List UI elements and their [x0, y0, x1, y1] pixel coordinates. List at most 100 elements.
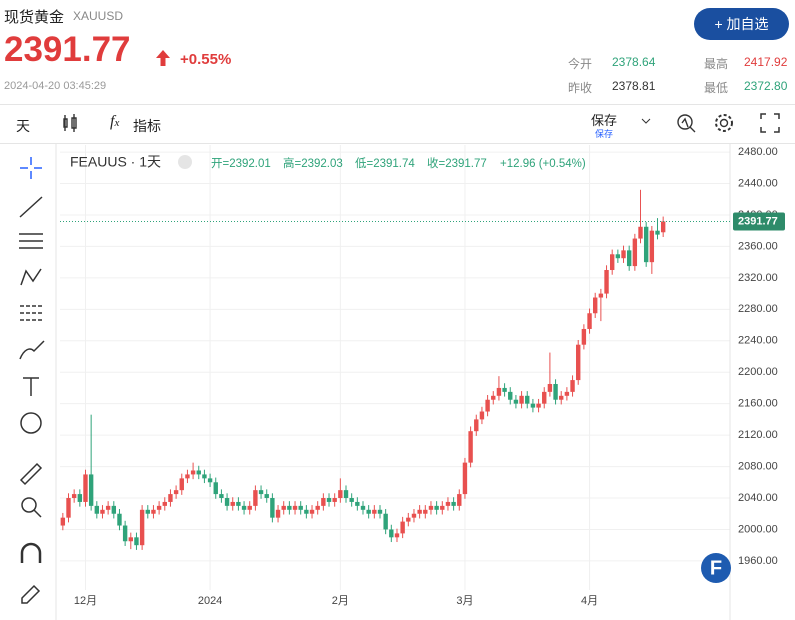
candle-body — [321, 498, 326, 506]
candle-body — [491, 395, 496, 400]
candle-body — [264, 494, 269, 499]
candle-body — [298, 505, 303, 510]
candle-body — [508, 391, 513, 400]
candle-body — [77, 494, 83, 502]
candle-body — [626, 250, 632, 267]
y-tick-label: 2160.00 — [738, 398, 778, 410]
chart-style-icon[interactable] — [60, 112, 80, 134]
candle-body — [417, 509, 422, 514]
candle-body — [275, 509, 281, 518]
stat-label: 今开 — [568, 57, 593, 71]
trendline-tool[interactable] — [19, 196, 43, 218]
candle-body — [213, 482, 218, 495]
candle-body — [139, 509, 145, 546]
pattern-tool[interactable] — [20, 268, 42, 286]
watermark-text: F — [710, 557, 722, 579]
stat-value: 2372.80 — [744, 79, 788, 93]
candle-body — [162, 501, 167, 506]
zoom-tool[interactable] — [21, 497, 37, 513]
fx-icon[interactable]: fx — [110, 113, 120, 130]
candle-body — [304, 509, 309, 514]
candle-body — [525, 395, 530, 404]
candle-body — [502, 387, 507, 392]
candle-body — [530, 403, 536, 408]
settings-icon[interactable] — [713, 112, 735, 134]
candle-body — [377, 509, 383, 514]
candle-body — [281, 505, 286, 510]
candle-body — [581, 328, 587, 345]
candle-body — [394, 533, 400, 538]
legend-symbol: FEAUUS · 1天 — [70, 154, 161, 170]
candle-body — [360, 505, 366, 510]
candle-body — [598, 293, 604, 298]
save-button[interactable]: 保存 — [591, 113, 618, 128]
candle-body — [372, 509, 377, 514]
candle-body — [258, 490, 264, 495]
candle-body — [428, 505, 434, 510]
candle-body — [406, 517, 411, 522]
crosshair-tool[interactable] — [20, 157, 42, 179]
ruler-tool[interactable] — [19, 462, 43, 486]
candle-body — [315, 505, 320, 510]
price: 2391.77 — [4, 30, 131, 69]
indicators-button[interactable]: 指标 — [133, 118, 161, 134]
last-price-label: 2391.77 — [738, 215, 778, 227]
magnet-tool[interactable] — [20, 542, 42, 563]
y-tick-label: 2280.00 — [738, 303, 778, 315]
stat-label: 最高 — [704, 57, 729, 71]
candle-body — [145, 509, 150, 514]
stat-label: 昨收 — [568, 81, 593, 95]
candle-body — [643, 226, 649, 263]
interval-button[interactable]: 天 — [16, 118, 30, 134]
edit-tool[interactable] — [21, 584, 41, 604]
text-tool[interactable] — [23, 377, 39, 396]
y-tick-label: 2360.00 — [738, 240, 778, 252]
candle-body — [253, 490, 258, 506]
y-tick-label: 2080.00 — [738, 460, 778, 472]
candle-body — [496, 387, 502, 396]
x-tick-label: 3月 — [456, 595, 473, 607]
emoji-tool[interactable] — [20, 412, 42, 434]
candle-body — [660, 221, 666, 233]
candle-body — [207, 478, 213, 483]
candle-body — [576, 344, 581, 381]
stat-value: 2417.92 — [744, 55, 788, 69]
candle-body — [71, 494, 77, 499]
candle-body — [179, 478, 184, 491]
candle-body — [542, 391, 547, 404]
prediction-tool[interactable] — [20, 305, 44, 321]
candle-body — [411, 513, 417, 518]
asset-symbol: XAUUSD — [73, 9, 124, 23]
legend-field: 收=2391.77 — [427, 156, 487, 170]
candle-body — [468, 431, 473, 463]
candle-body — [60, 517, 66, 526]
candle-body — [615, 254, 621, 259]
y-tick-label: 1960.00 — [738, 555, 778, 567]
fib-tool[interactable] — [19, 233, 43, 249]
legend-toggle[interactable] — [178, 155, 192, 169]
fullscreen-icon[interactable] — [760, 113, 780, 133]
candle-body — [632, 238, 638, 267]
candle-body — [338, 490, 343, 499]
legend-field: 开=2392.01 — [211, 158, 271, 170]
candle-body — [423, 509, 428, 514]
candle-body — [111, 505, 117, 514]
up-arrow — [156, 50, 170, 66]
last-price-box — [733, 212, 785, 231]
candle-body — [117, 513, 122, 526]
candle-body — [309, 509, 315, 514]
legend-field: 低=2391.74 — [355, 157, 415, 170]
y-tick-label: 2440.00 — [738, 177, 778, 189]
candle-body — [241, 505, 247, 510]
dropdown-icon[interactable] — [640, 116, 652, 126]
add-watchlist-button[interactable]: + 加自选 — [694, 8, 789, 40]
candle-body — [66, 498, 71, 518]
y-tick-label: 2000.00 — [738, 523, 778, 535]
legend-field: +12.96 (+0.54%) — [500, 158, 586, 170]
alert-icon[interactable] — [675, 112, 697, 134]
candle-body — [83, 474, 88, 502]
brush-tool[interactable] — [19, 340, 45, 360]
price-change: +0.55% — [180, 51, 232, 68]
candle-body — [570, 380, 575, 392]
candle-body — [513, 399, 519, 404]
